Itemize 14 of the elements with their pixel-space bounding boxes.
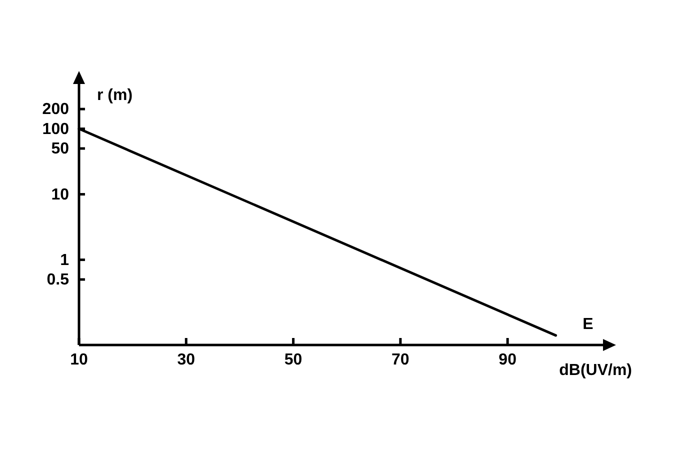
x-tick-label: 70 [392,351,410,368]
y-tick-label: 50 [51,140,70,158]
y-axis-title: r (m) [97,87,133,104]
x-tick-label: 10 [70,351,88,368]
x-tick-label: 90 [498,351,517,368]
y-tick-label: 200 [42,101,70,118]
y-tick-label: 100 [42,120,70,138]
y-tick-label: 0.5 [46,272,70,289]
y-tick-label: 10 [51,186,70,204]
x-axis-title: dB(UV/m) [559,362,632,379]
x-tick-label: 50 [284,351,302,368]
annotation: E [582,316,594,333]
x-tick-label: 30 [177,351,196,368]
y-tick-label: 1 [60,252,70,269]
